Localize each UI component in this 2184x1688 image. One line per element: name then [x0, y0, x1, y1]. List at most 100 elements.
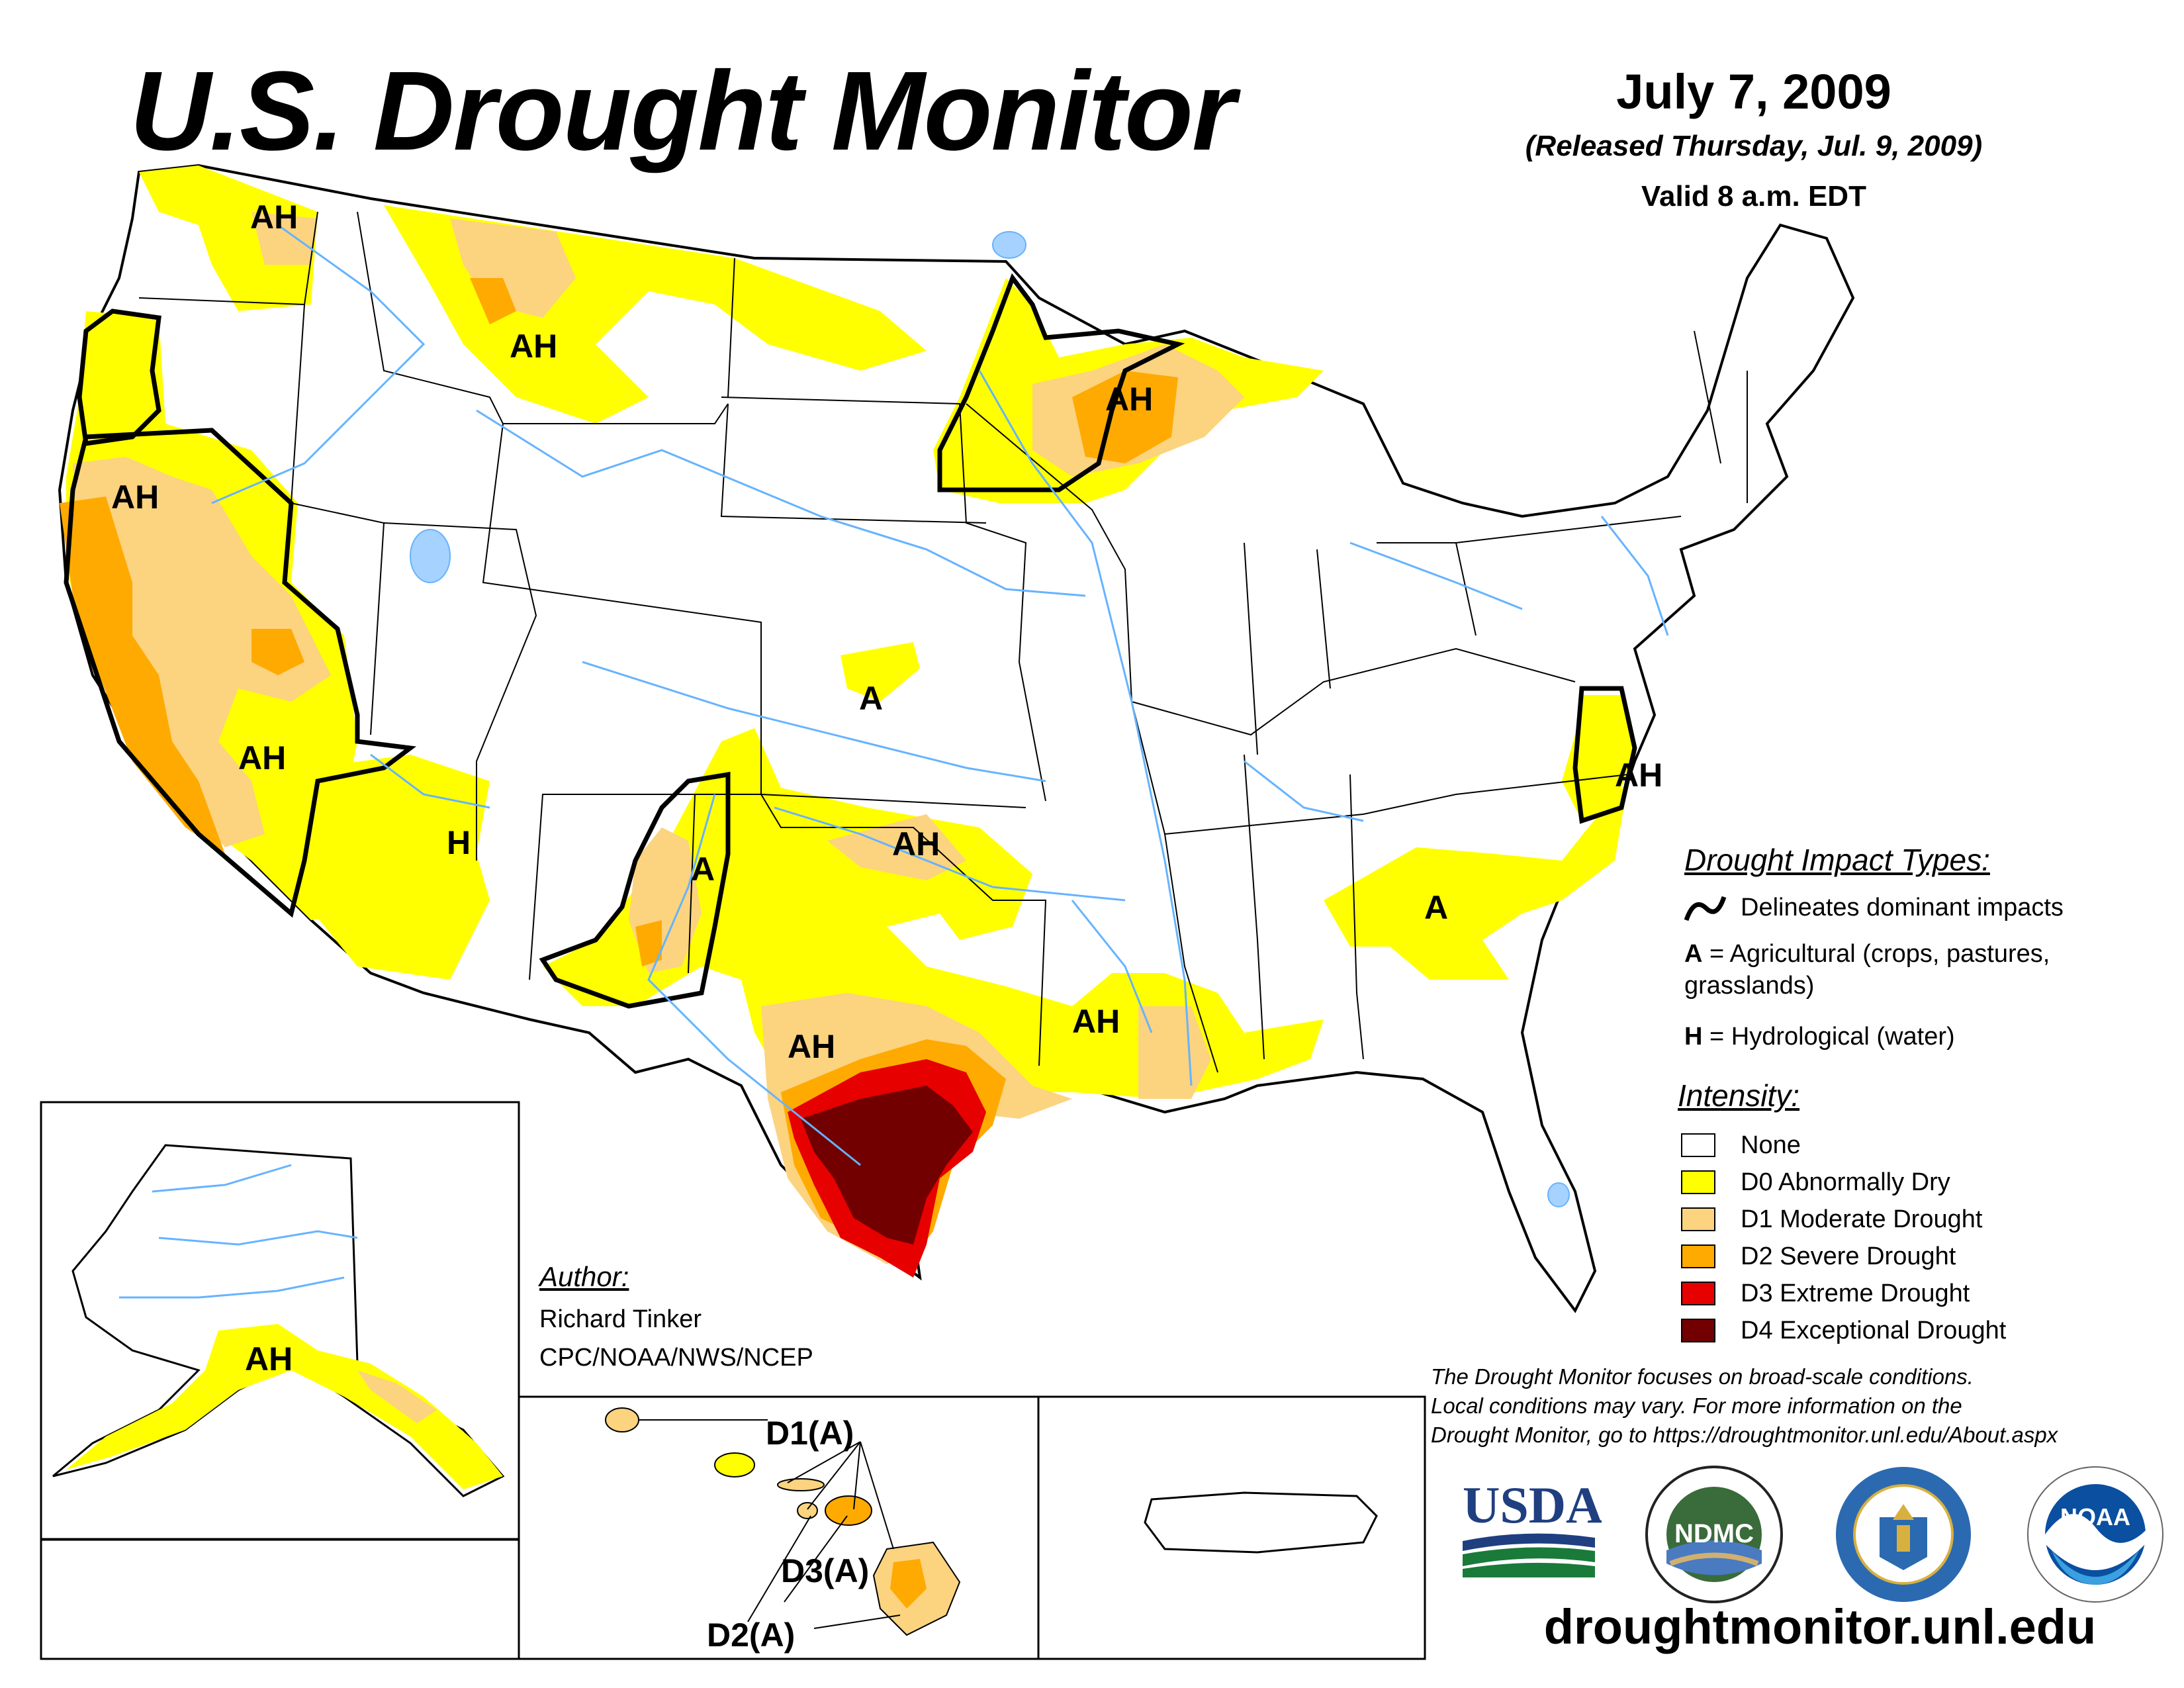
d0-kansas	[841, 642, 920, 702]
label-georgia: A	[1424, 889, 1448, 926]
noaa-logo-text: NOAA	[2060, 1503, 2130, 1530]
delineation-carolinas	[1572, 686, 1637, 824]
rivers	[211, 224, 1669, 1166]
label-oklahoma: AH	[892, 825, 940, 863]
label-texas: AH	[788, 1028, 835, 1065]
big-island-d2	[890, 1559, 927, 1609]
delineation-symbol-icon	[1684, 896, 1727, 921]
hawaii-leader-lines	[639, 1419, 901, 1629]
label-arizona: H	[447, 824, 471, 861]
swatch-d1	[1681, 1207, 1715, 1231]
impact-delineations	[64, 273, 1637, 1009]
delineation-new-mexico	[539, 771, 731, 1009]
alaska-inset: AH	[40, 1101, 520, 1660]
label-pnw: AH	[250, 199, 298, 236]
intensity-label-d2: D2 Severe Drought	[1741, 1242, 1956, 1270]
noaa-logo: NOAA	[2027, 1466, 2163, 1603]
swatch-d0	[1681, 1170, 1715, 1194]
lakes	[410, 231, 1570, 1207]
d2-california	[60, 496, 225, 854]
puerto-rico-inset	[1037, 1395, 1426, 1660]
d4-texas	[801, 1086, 973, 1244]
intensity-label-d3: D3 Extreme Drought	[1741, 1279, 1970, 1307]
valid-time: Valid 8 a.m. EDT	[1641, 180, 1866, 212]
label-kansas: A	[859, 680, 883, 717]
disclaimer-line-1: The Drought Monitor focuses on broad-sca…	[1431, 1364, 1974, 1389]
d0-southeast	[1324, 781, 1628, 980]
release-date: (Released Thursday, Jul. 9, 2009)	[1525, 130, 1983, 162]
label-alaska: AH	[245, 1340, 293, 1378]
website-url[interactable]: droughtmonitor.unl.edu	[1543, 1599, 2097, 1654]
ndmc-logo: NDMC	[1645, 1466, 1783, 1603]
swatch-none	[1681, 1133, 1715, 1157]
d1-montana	[450, 218, 576, 318]
delineation-far-west	[64, 428, 417, 918]
hydrological-text: = Hydrological (water)	[1709, 1023, 1955, 1051]
agricultural-text: = Agricultural (crops, pastures,	[1709, 940, 2050, 968]
intensity-row-d2: D2 Severe Drought	[1681, 1238, 2006, 1275]
d1-oklahoma	[827, 814, 966, 880]
intensity-label-d4: D4 Exceptional Drought	[1741, 1316, 2007, 1344]
maui	[825, 1495, 872, 1526]
map-date: July 7, 2009	[1616, 64, 1891, 119]
swatch-d2	[1681, 1244, 1715, 1268]
map-title: U.S. Drought Monitor	[130, 48, 1236, 174]
d1-louisiana	[1138, 1006, 1211, 1099]
alaska-rivers	[119, 1164, 358, 1299]
impact-delineates-text: Delineates dominant impacts	[1741, 894, 2064, 921]
impact-types-heading: Drought Impact Types:	[1684, 843, 1990, 877]
intensity-row-none: None	[1681, 1127, 2006, 1164]
ndmc-logo-text: NDMC	[1674, 1519, 1754, 1548]
intensity-label-d1: D1 Moderate Drought	[1741, 1205, 1983, 1233]
agricultural-legend: A = Agricultural (crops, pastures,	[1684, 940, 2050, 968]
label-louisiana: AH	[1072, 1003, 1120, 1040]
conus-outline	[58, 164, 1855, 1313]
d2-wisconsin	[1072, 371, 1178, 463]
swatch-d4	[1681, 1319, 1715, 1342]
label-montana: AH	[510, 328, 557, 365]
alaska-d1	[357, 1370, 437, 1423]
kauai	[605, 1407, 639, 1432]
hydrological-legend: H = Hydrological (water)	[1684, 1023, 1955, 1051]
label-california-north: AH	[111, 479, 159, 516]
intensity-label-d0: D0 Abnormally Dry	[1741, 1168, 1950, 1196]
d1-california	[73, 457, 331, 847]
intensity-row-d3: D3 Extreme Drought	[1681, 1275, 2006, 1312]
label-nevada: AH	[238, 739, 286, 776]
intensity-legend: None D0 Abnormally Dry D1 Moderate Droug…	[1681, 1127, 2006, 1349]
swatch-d3	[1681, 1282, 1715, 1305]
disclaimer-line-3: Drought Monitor, go to https://droughtmo…	[1431, 1423, 2058, 1447]
intensity-row-d4: D4 Exceptional Drought	[1681, 1312, 2006, 1349]
label-carolinas: AH	[1615, 757, 1662, 794]
intensity-row-d0: D0 Abnormally Dry	[1681, 1164, 2006, 1201]
label-great-lakes: AH	[1105, 381, 1153, 418]
disclaimer-line-2: Local conditions may vary. For more info…	[1431, 1393, 1962, 1418]
delineation-upper-midwest	[937, 273, 1185, 492]
d0-southern-plains	[543, 728, 1324, 1139]
d1-idaho	[251, 212, 318, 265]
hydrological-key: H	[1684, 1023, 1703, 1051]
hawaii-inset: D1(A) D3(A) D2(A)	[518, 1395, 1040, 1660]
d4-regions	[801, 1086, 973, 1244]
agricultural-key: A	[1684, 940, 1703, 968]
intensity-label-none: None	[1741, 1131, 1801, 1159]
d0-arizona-nevada	[298, 755, 490, 980]
d2-montana	[470, 278, 516, 324]
intensity-heading: Intensity:	[1678, 1078, 1800, 1113]
intensity-row-d1: D1 Moderate Drought	[1681, 1201, 2006, 1238]
delineation-pacific-northwest	[77, 308, 161, 446]
lake-of-the-woods	[992, 231, 1026, 259]
great-salt-lake	[410, 529, 451, 583]
d2-nevada	[251, 629, 304, 675]
hawaii-label-d2: D2(A)	[707, 1617, 795, 1654]
usda-logo-text: USDA	[1463, 1481, 1602, 1534]
molokai	[777, 1478, 825, 1491]
hawaii-label-d1: D1(A)	[766, 1415, 854, 1452]
author-heading: Author:	[539, 1261, 629, 1292]
author-name: Richard Tinker	[539, 1305, 702, 1333]
lake-okeechobee	[1547, 1182, 1570, 1207]
hawaii-label-d3: D3(A)	[781, 1552, 869, 1589]
usda-logo: USDA	[1463, 1481, 1602, 1577]
d2-new-mexico	[635, 920, 662, 966]
